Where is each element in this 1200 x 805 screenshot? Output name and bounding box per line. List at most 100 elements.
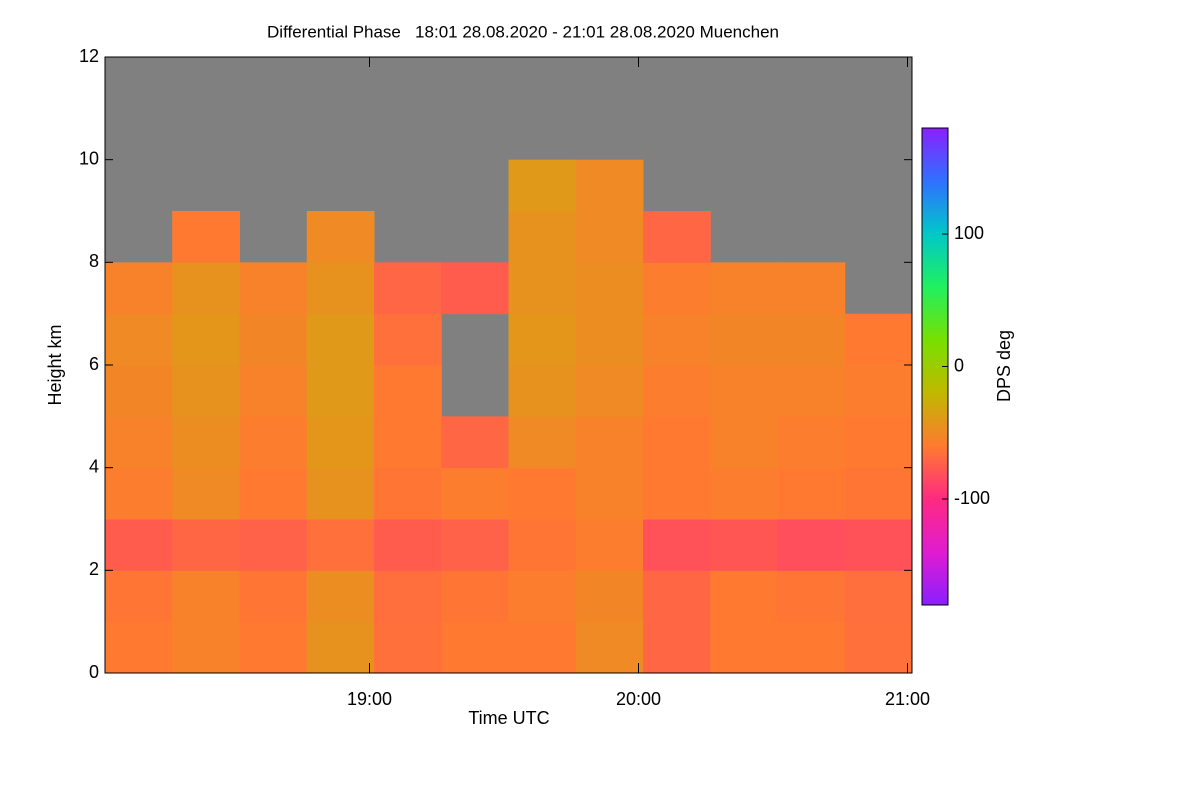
heatmap-cell bbox=[844, 621, 913, 674]
heatmap-cell bbox=[844, 365, 913, 417]
heatmap-cell bbox=[575, 313, 644, 366]
x-tick-label: 21:00 bbox=[885, 689, 930, 709]
heatmap-cell bbox=[105, 570, 173, 623]
heatmap-cell bbox=[441, 416, 509, 469]
heatmap-cell bbox=[643, 262, 711, 315]
heatmap-cell bbox=[643, 416, 711, 469]
heatmap-cell bbox=[643, 570, 711, 623]
x-tick-label: 20:00 bbox=[616, 689, 661, 709]
heatmap-cell bbox=[508, 519, 577, 571]
x-tick-label: 19:00 bbox=[347, 689, 392, 709]
chart-title: Differential Phase 18:01 28.08.2020 - 21… bbox=[267, 22, 779, 41]
colorbar-tick-label: 0 bbox=[954, 355, 964, 375]
heatmap-cell bbox=[441, 570, 509, 623]
heatmap-cell bbox=[508, 262, 577, 315]
heatmap-cell bbox=[105, 416, 173, 469]
heatmap-cell bbox=[441, 519, 509, 571]
heatmap-cell bbox=[441, 467, 509, 520]
heatmap-cell bbox=[643, 621, 711, 674]
heatmap-cell bbox=[710, 519, 778, 571]
heatmap-cell bbox=[441, 621, 509, 674]
heatmap-cell bbox=[575, 211, 644, 263]
heatmap-cell bbox=[105, 313, 173, 366]
heatmap-cell bbox=[105, 365, 173, 417]
heatmap-cell bbox=[172, 621, 240, 674]
colorbar-label: DPS deg bbox=[994, 330, 1014, 402]
heatmap-cell bbox=[844, 416, 913, 469]
heatmap-cell bbox=[710, 621, 778, 674]
heatmap-cell bbox=[710, 570, 778, 623]
heatmap-cell bbox=[710, 365, 778, 417]
heatmap-cell bbox=[172, 570, 240, 623]
heatmap-cell bbox=[441, 262, 509, 315]
x-axis-label: Time UTC bbox=[468, 708, 549, 728]
heatmap-cell bbox=[575, 365, 644, 417]
heatmap-cell bbox=[777, 416, 846, 469]
heatmap-cell bbox=[575, 570, 644, 623]
heatmap-cell bbox=[643, 519, 711, 571]
heatmap-cell bbox=[508, 365, 577, 417]
heatmap-cell bbox=[239, 467, 308, 520]
heatmap-cell bbox=[374, 621, 442, 674]
heatmap-cell bbox=[172, 467, 240, 520]
heatmap-cell bbox=[575, 467, 644, 520]
heatmap-cell bbox=[306, 211, 375, 263]
heatmap-cell bbox=[239, 416, 308, 469]
heatmap-cell bbox=[105, 262, 173, 315]
y-tick-label: 8 bbox=[89, 251, 99, 271]
heatmap-cell bbox=[239, 621, 308, 674]
heatmap-cell bbox=[172, 211, 240, 263]
heatmap-cell bbox=[239, 262, 308, 315]
colorbar-tick-label: 100 bbox=[954, 223, 984, 243]
heatmap-cell bbox=[575, 519, 644, 571]
heatmap-cell bbox=[643, 313, 711, 366]
heatmap-cell bbox=[374, 365, 442, 417]
heatmap-cell bbox=[239, 519, 308, 571]
heatmap-cell bbox=[374, 519, 442, 571]
heatmap-cell bbox=[306, 519, 375, 571]
heatmap-cell bbox=[844, 313, 913, 366]
heatmap-cell bbox=[643, 467, 711, 520]
heatmap-cell bbox=[710, 313, 778, 366]
heatmap-cell bbox=[777, 313, 846, 366]
heatmap-cell bbox=[172, 365, 240, 417]
heatmap-cell bbox=[575, 262, 644, 315]
heatmap-cell bbox=[844, 467, 913, 520]
heatmap-cell bbox=[508, 621, 577, 674]
heatmap-cell bbox=[844, 519, 913, 571]
heatmap-cell bbox=[374, 313, 442, 366]
heatmap-cell bbox=[239, 313, 308, 366]
heatmap-cell bbox=[239, 570, 308, 623]
heatmap-cell bbox=[374, 570, 442, 623]
heatmap-cell bbox=[374, 467, 442, 520]
y-tick-label: 4 bbox=[89, 456, 99, 476]
heatmap-cell bbox=[777, 519, 846, 571]
heatmap-cell bbox=[239, 365, 308, 417]
heatmap-cell bbox=[105, 467, 173, 520]
heatmap-cell bbox=[508, 416, 577, 469]
heatmap-cell bbox=[306, 365, 375, 417]
heatmap-cell bbox=[508, 211, 577, 263]
heatmap-cell bbox=[643, 365, 711, 417]
heatmap-cell bbox=[306, 570, 375, 623]
heatmap-cell bbox=[575, 416, 644, 469]
heatmap-cell bbox=[306, 467, 375, 520]
y-tick-label: 0 bbox=[89, 662, 99, 682]
y-axis-label: Height km bbox=[45, 324, 65, 405]
y-tick-label: 12 bbox=[79, 46, 99, 66]
heatmap-cell bbox=[710, 262, 778, 315]
y-tick-label: 2 bbox=[89, 559, 99, 579]
heatmap-cell bbox=[306, 416, 375, 469]
heatmap-cell bbox=[777, 621, 846, 674]
heatmap-cell bbox=[105, 621, 173, 674]
heatmap-cell bbox=[710, 467, 778, 520]
heatmap-cell bbox=[172, 519, 240, 571]
heatmap-cell bbox=[306, 313, 375, 366]
heatmap-cell bbox=[508, 313, 577, 366]
heatmap-cell bbox=[374, 416, 442, 469]
heatmap-cell bbox=[710, 416, 778, 469]
heatmap-cell bbox=[508, 570, 577, 623]
heatmap-cell bbox=[844, 570, 913, 623]
y-tick-label: 6 bbox=[89, 354, 99, 374]
